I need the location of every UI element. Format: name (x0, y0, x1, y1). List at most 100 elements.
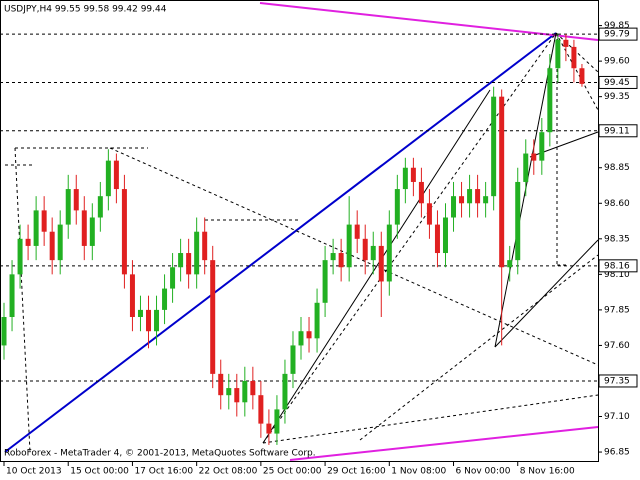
candle-body (378, 245, 384, 282)
trend-line (262, 89, 491, 444)
candle-body (97, 196, 103, 218)
level-box (598, 124, 638, 138)
y-tick-label: 98.60 (604, 199, 630, 209)
candle-body (41, 210, 47, 232)
candle-body (73, 189, 79, 211)
level-label: 99.79 (604, 30, 630, 40)
candle-body (555, 39, 561, 69)
candle-body (9, 274, 15, 318)
y-tick-label: 99.35 (604, 92, 630, 102)
candle-body (113, 160, 119, 190)
candle-body (234, 388, 240, 403)
trend-line (494, 239, 599, 348)
candle-body (137, 309, 143, 318)
level-label: 97.35 (604, 376, 630, 386)
candle-body (483, 196, 489, 204)
candle-body (451, 196, 457, 218)
candle-body (242, 380, 248, 403)
candle-body (65, 189, 71, 225)
candle-body (186, 253, 192, 275)
candle-body (226, 388, 232, 396)
candle-body (57, 224, 63, 261)
x-tick-label: 25 Oct 00:00 (263, 467, 322, 477)
candle-body (306, 331, 312, 339)
candle-body (338, 253, 344, 268)
candle-body (210, 260, 216, 374)
candle-body (178, 253, 184, 268)
candle-body (354, 224, 360, 239)
level-label: 98.16 (604, 261, 630, 271)
candle-body (258, 395, 264, 424)
candle-body (17, 238, 23, 275)
candle-body (346, 224, 352, 268)
candle-body (25, 238, 31, 246)
level-label: 99.45 (604, 78, 630, 88)
x-tick-label: 29 Oct 16:00 (327, 467, 386, 477)
y-tick-label: 96.85 (604, 448, 630, 458)
level-box (598, 75, 638, 89)
candle-body (547, 68, 553, 133)
candle-body (49, 231, 55, 261)
candle-body (282, 373, 288, 410)
candle-body (426, 203, 432, 225)
candle-body (571, 46, 577, 69)
level-label: 99.11 (604, 126, 630, 136)
x-tick-label: 22 Oct 08:00 (199, 467, 258, 477)
dashed-line (262, 32, 557, 444)
candle-body (154, 309, 160, 332)
y-tick-label: 98.35 (604, 234, 630, 244)
dashed-line (359, 254, 599, 441)
candle-body (298, 331, 304, 346)
candle-body (523, 153, 529, 182)
candle-body (81, 210, 87, 246)
candle-body (330, 253, 336, 261)
candle-body (507, 260, 513, 268)
level-box (598, 374, 638, 388)
candle-body (386, 224, 392, 282)
candle-body (218, 373, 224, 396)
dashed-line (262, 394, 599, 444)
candle-body (370, 245, 376, 261)
y-tick-label: 97.85 (604, 305, 630, 315)
candle-body (579, 68, 585, 84)
candle-body (563, 39, 569, 47)
candle-body (475, 189, 481, 204)
candle-body (202, 231, 208, 261)
candle-body (539, 132, 545, 161)
y-tick-label: 98.10 (604, 270, 630, 280)
y-tick-label: 97.10 (604, 412, 630, 422)
x-tick-label: 1 Nov 08:00 (391, 467, 446, 477)
x-tick-label: 17 Oct 16:00 (134, 467, 193, 477)
level-box (598, 259, 638, 273)
candle-body (266, 423, 272, 434)
candle-body (1, 317, 7, 346)
candle-body (274, 409, 280, 434)
candle-body (467, 189, 473, 204)
candle-body (322, 260, 328, 303)
candle-body (394, 189, 400, 225)
candle-body (129, 274, 135, 318)
candle-body (33, 210, 39, 246)
candle-body (402, 167, 408, 190)
x-tick-label: 8 Nov 16:00 (520, 467, 575, 477)
chart-title: USDJPY,H4 99.55 99.58 99.42 99.44 (4, 5, 167, 15)
candle-body (89, 217, 95, 246)
candle-body (250, 380, 256, 396)
candle-body (531, 153, 537, 161)
x-tick-label: 15 Oct 00:00 (70, 467, 129, 477)
dashed-line (555, 32, 599, 111)
candle-body (105, 160, 111, 197)
candle-body (290, 345, 296, 374)
candle-body (170, 267, 176, 289)
candle-body (162, 288, 168, 310)
footer: RoboForex - MetaTrader 4, © 2001-2013, M… (4, 449, 316, 459)
x-tick-label: 10 Oct 2013 (6, 467, 62, 477)
candle-body (145, 309, 151, 332)
candle-body (314, 302, 320, 339)
y-tick-label: 99.85 (604, 21, 630, 31)
candle-body (418, 181, 424, 204)
y-tick-label: 98.85 (604, 163, 630, 173)
candle-body (491, 96, 497, 197)
